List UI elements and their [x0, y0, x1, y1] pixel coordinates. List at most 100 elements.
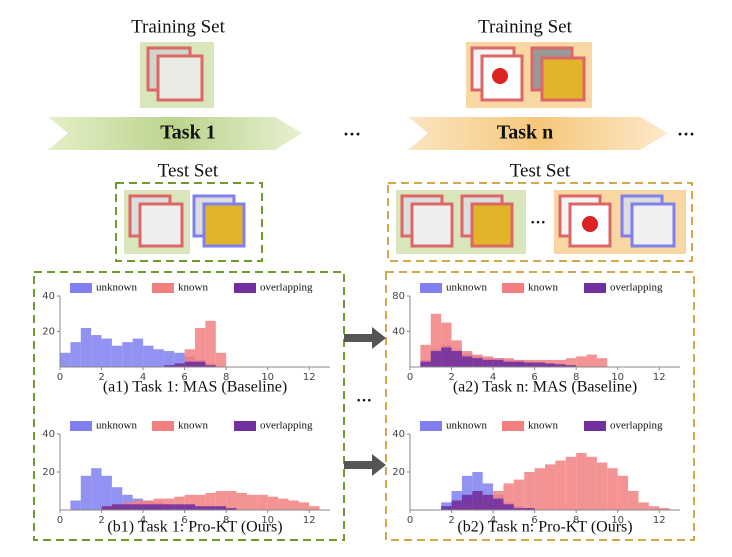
bar — [513, 479, 525, 510]
bar — [226, 491, 237, 510]
image — [540, 56, 586, 102]
legend-label: overlapping — [610, 420, 663, 432]
icon — [492, 68, 508, 84]
legend-label: known — [178, 420, 208, 432]
bar — [132, 338, 144, 367]
task-arrow — [48, 117, 302, 150]
bar — [565, 456, 577, 510]
caption: (b1) Task 1: Pro-KT (Ours) — [107, 519, 282, 536]
bar — [215, 352, 227, 367]
label: Test Set — [158, 160, 219, 181]
legend-label: unknown — [96, 282, 137, 294]
bar — [215, 491, 227, 510]
legend-label: overlapping — [610, 282, 663, 294]
label: Training Set — [478, 16, 573, 37]
caption: (a2) Task n: MAS (Baseline) — [453, 379, 637, 396]
bar — [60, 352, 71, 367]
bar — [638, 502, 649, 510]
bar — [236, 492, 247, 510]
x-tick-label: 6 — [181, 515, 187, 526]
ellipsis: ··· — [356, 393, 372, 410]
image — [470, 202, 514, 248]
x-tick-label: 4 — [490, 372, 496, 383]
dashed-box — [385, 271, 695, 541]
legend-swatch — [234, 421, 256, 431]
x-tick-label: 10 — [611, 372, 624, 383]
y-tick-label: 20 — [42, 467, 55, 478]
legend-label: known — [178, 282, 208, 294]
x-tick-label: 4 — [490, 515, 496, 526]
icon — [582, 216, 598, 232]
bar — [513, 508, 525, 510]
bar — [607, 468, 618, 510]
x-tick-label: 12 — [303, 372, 316, 383]
bar — [111, 504, 123, 510]
bar — [215, 506, 227, 510]
x-tick-label: 2 — [98, 515, 104, 526]
legend-swatch — [234, 283, 256, 293]
bar — [163, 351, 175, 367]
x-tick-label: 10 — [261, 372, 274, 383]
bar — [524, 362, 535, 367]
bar — [534, 468, 545, 510]
x-tick-label: 6 — [531, 515, 537, 526]
task-label: Task n — [497, 122, 554, 144]
bar — [122, 342, 133, 367]
bar — [441, 506, 452, 510]
legend-label: overlapping — [260, 282, 313, 294]
bar — [596, 462, 608, 510]
x-tick-label: 12 — [653, 515, 666, 526]
bar — [545, 363, 556, 367]
bar — [101, 338, 112, 367]
x-tick-label: 8 — [573, 372, 579, 383]
x-tick-label: 2 — [448, 372, 454, 383]
bar — [91, 468, 102, 510]
x-tick-label: 2 — [98, 372, 104, 383]
bar — [288, 500, 299, 510]
bar — [430, 313, 442, 367]
ellipsis: ··· — [343, 124, 361, 144]
y-tick-label: 80 — [392, 291, 405, 302]
bar — [596, 358, 608, 367]
caption: (b2) Task n: Pro-KT (Ours) — [457, 519, 632, 536]
bar — [278, 498, 289, 510]
legend-label: unknown — [446, 282, 487, 294]
bar — [430, 351, 442, 367]
bar — [555, 359, 566, 367]
image — [410, 202, 454, 248]
bar — [226, 508, 237, 510]
bar — [472, 358, 483, 367]
x-tick-label: 8 — [573, 515, 579, 526]
bar — [565, 358, 577, 367]
caption: (a1) Task 1: MAS (Baseline) — [103, 379, 287, 396]
bar — [205, 365, 216, 367]
legend-label: known — [528, 282, 558, 294]
bar — [246, 494, 258, 510]
bar — [91, 335, 102, 367]
x-tick-label: 4 — [140, 372, 146, 383]
bar — [174, 496, 185, 510]
y-tick-label: 40 — [42, 429, 55, 440]
dashed-box — [387, 182, 693, 262]
x-tick-label: 6 — [181, 372, 187, 383]
bar — [163, 504, 175, 510]
bar — [267, 496, 279, 510]
image — [138, 202, 184, 248]
bar — [576, 453, 587, 510]
bar — [472, 491, 483, 510]
ellipsis: ··· — [677, 124, 695, 144]
bar — [586, 354, 597, 367]
x-tick-label: 10 — [261, 515, 274, 526]
y-tick-label: 20 — [392, 467, 405, 478]
legend-swatch — [584, 421, 606, 431]
bar — [205, 506, 216, 510]
legend-swatch — [502, 283, 524, 293]
bar — [441, 322, 452, 367]
legend-swatch — [152, 283, 174, 293]
bar — [163, 365, 175, 367]
x-tick-label: 0 — [407, 372, 413, 383]
legend-swatch — [502, 421, 524, 431]
bar — [205, 492, 216, 510]
bar — [153, 504, 164, 510]
